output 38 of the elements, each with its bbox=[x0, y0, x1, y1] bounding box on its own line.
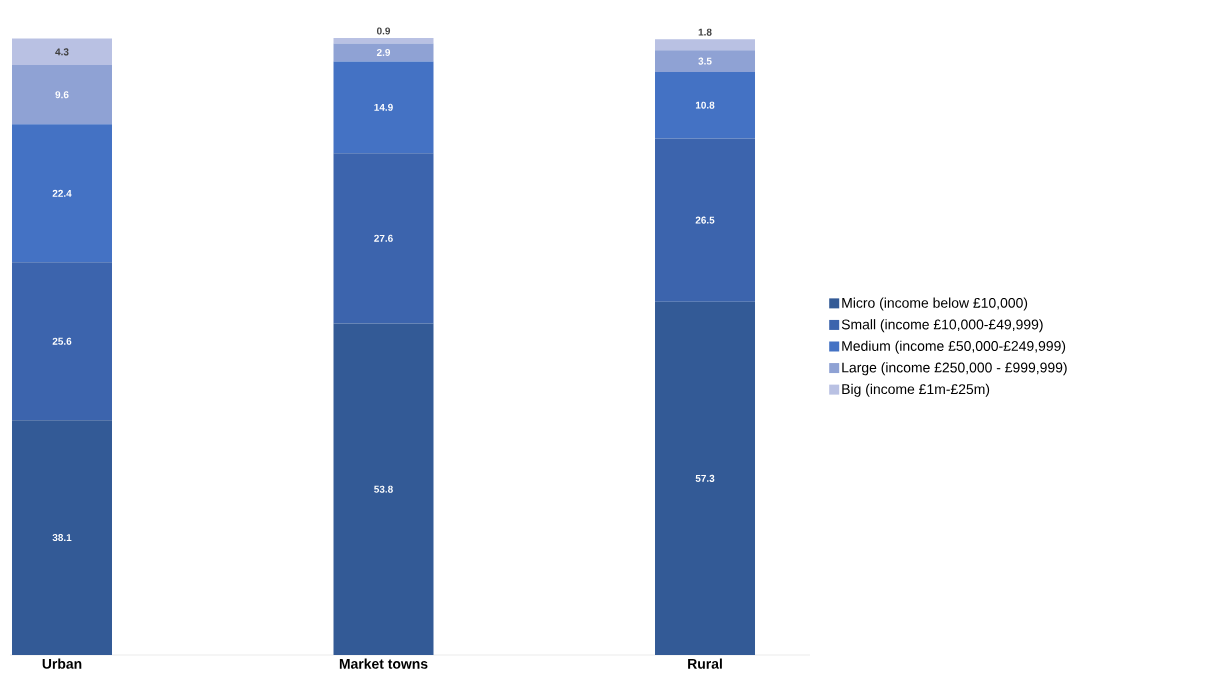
data-label: 1.8 bbox=[698, 28, 712, 36]
bar bbox=[333, 37, 434, 44]
data-label: 38.1 bbox=[52, 534, 72, 542]
bar bbox=[333, 153, 434, 324]
data-label: 2.9 bbox=[376, 48, 391, 56]
data-label: 25.6 bbox=[52, 337, 72, 345]
data-label: 22.4 bbox=[52, 189, 72, 197]
bar bbox=[655, 138, 756, 302]
data-label: 53.8 bbox=[374, 485, 393, 493]
bar bbox=[655, 50, 756, 72]
bar bbox=[333, 323, 434, 655]
data-label: 57.3 bbox=[695, 474, 715, 482]
legend-label: Large (income £250,000 - £999,999) bbox=[842, 362, 1067, 376]
data-label: 27.6 bbox=[374, 234, 393, 242]
data-label: 4.3 bbox=[55, 48, 69, 56]
bar bbox=[12, 65, 112, 125]
data-label: 9.6 bbox=[55, 91, 69, 99]
bar bbox=[12, 420, 112, 655]
bar bbox=[333, 61, 434, 154]
legend-label: Big (income £1m-£25m) bbox=[842, 383, 990, 397]
bar bbox=[655, 301, 756, 655]
data-label: 3.5 bbox=[698, 57, 712, 65]
data-label: 10.8 bbox=[695, 101, 715, 109]
bar bbox=[333, 43, 434, 62]
legend-label: Medium (income £50,000-£249,999) bbox=[842, 340, 1066, 354]
bar bbox=[655, 71, 756, 139]
x-tick-label: Urban bbox=[42, 658, 82, 669]
x-tick-label: Market towns bbox=[339, 658, 428, 669]
data-label: 26.5 bbox=[695, 216, 715, 224]
data-label: 14.9 bbox=[374, 103, 393, 111]
bar bbox=[12, 262, 112, 421]
bar bbox=[655, 39, 756, 51]
bar bbox=[12, 38, 112, 66]
bar bbox=[12, 124, 112, 263]
x-tick-label: Rural bbox=[688, 658, 722, 669]
data-label: 0.9 bbox=[376, 27, 391, 35]
legend-label: Micro (income below £10,000) bbox=[842, 297, 1028, 311]
legend-label: Small (income £10,000-£49,999) bbox=[841, 319, 1043, 333]
